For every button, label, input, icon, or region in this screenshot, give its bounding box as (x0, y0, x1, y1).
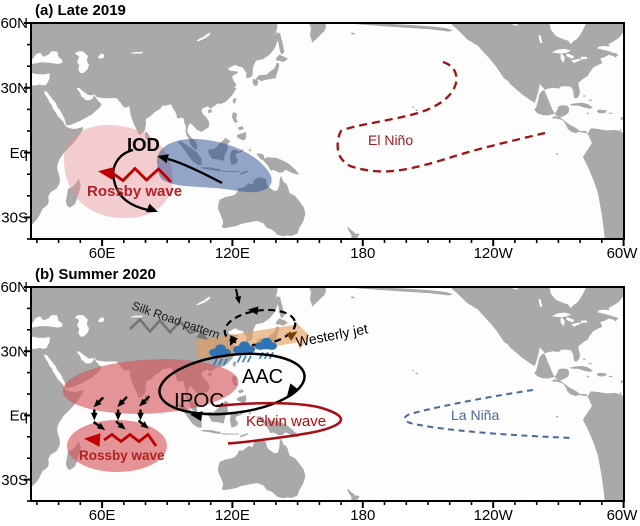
svg-text:Eq: Eq (10, 408, 28, 425)
svg-text:El Niño: El Niño (368, 132, 413, 148)
svg-text:60N: 60N (0, 279, 28, 296)
svg-text:30N: 30N (0, 343, 28, 360)
svg-text:(a) Late 2019: (a) Late 2019 (35, 2, 126, 19)
svg-text:La Niña: La Niña (451, 407, 499, 423)
svg-text:60E: 60E (89, 507, 116, 524)
svg-text:60W: 60W (607, 507, 639, 524)
svg-text:Rossby wave: Rossby wave (87, 183, 182, 200)
svg-text:AAC: AAC (242, 366, 283, 388)
svg-text:30N: 30N (0, 80, 28, 97)
svg-text:60N: 60N (0, 15, 28, 32)
svg-text:180: 180 (350, 245, 375, 262)
svg-text:120E: 120E (215, 245, 250, 262)
svg-text:120W: 120W (474, 245, 514, 262)
svg-text:Kelvin wave: Kelvin wave (246, 413, 326, 430)
svg-text:(b) Summer 2020: (b) Summer 2020 (35, 266, 156, 283)
svg-text:120E: 120E (215, 507, 250, 524)
svg-text:180: 180 (350, 507, 375, 524)
svg-text:30S: 30S (1, 210, 28, 227)
svg-text:IPOC: IPOC (174, 389, 224, 412)
svg-text:30S: 30S (1, 472, 28, 489)
svg-text:60E: 60E (89, 245, 116, 262)
svg-text:120W: 120W (474, 507, 514, 524)
svg-text:60W: 60W (607, 245, 639, 262)
svg-text:Eq: Eq (10, 145, 28, 162)
svg-text:IOD: IOD (127, 134, 160, 155)
svg-text:Rossby wave: Rossby wave (79, 448, 165, 463)
